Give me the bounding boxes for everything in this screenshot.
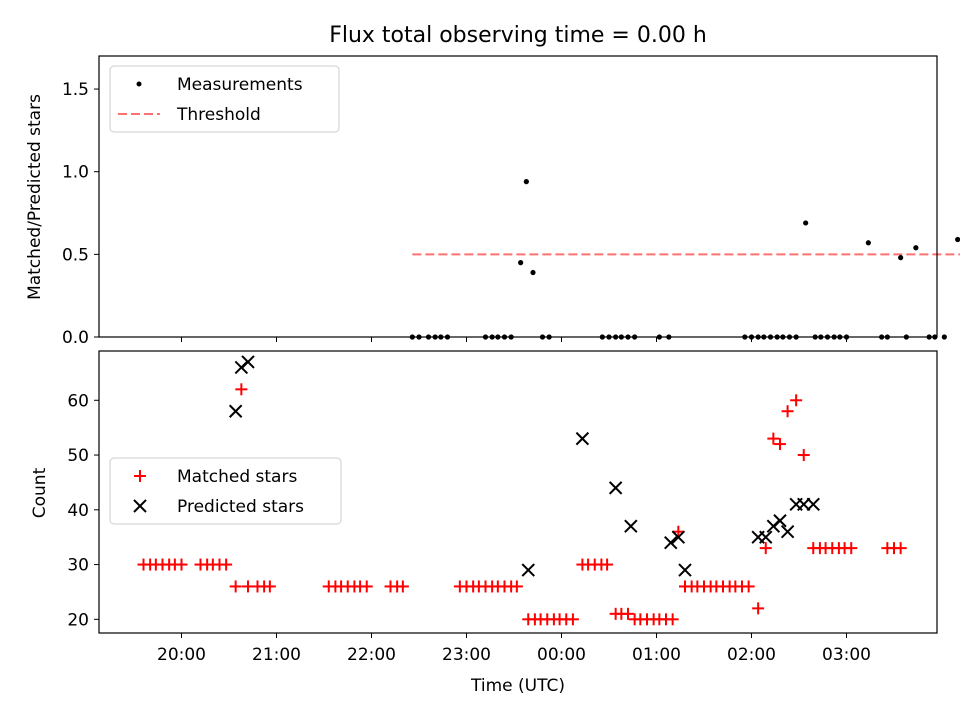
x-tick-label: 23:00 bbox=[442, 645, 491, 665]
bottom-y-axis-label: Count bbox=[30, 467, 50, 518]
matched-star-point bbox=[767, 432, 780, 445]
predicted-star-point bbox=[608, 481, 623, 495]
bottom-y-ticks: 20 30 40 50 60 bbox=[67, 391, 99, 630]
bottom-plot-frame bbox=[98, 350, 938, 634]
matched-star-point bbox=[263, 580, 276, 593]
top-data-marks bbox=[409, 179, 960, 340]
legend-threshold-label: Threshold bbox=[176, 105, 261, 125]
x-axis-label: Time (UTC) bbox=[470, 676, 565, 696]
x-tick-label: 22:00 bbox=[347, 645, 396, 665]
measurement-point bbox=[518, 260, 524, 266]
matched-star-point bbox=[774, 438, 786, 451]
top-y-tick-label: 1.5 bbox=[62, 80, 89, 100]
measurement-point bbox=[865, 240, 871, 246]
bottom-x-ticks: 20:00 21:00 22:00 23:00 00:00 01:00 02:00 03:00 bbox=[157, 633, 871, 665]
measurement-point bbox=[523, 179, 529, 185]
bottom-data-marks bbox=[137, 355, 907, 626]
matched-star-point bbox=[894, 542, 907, 555]
matched-star-point bbox=[396, 580, 409, 593]
top-legend-box bbox=[109, 65, 340, 133]
matched-star-point bbox=[235, 383, 248, 396]
bottom-y-tick-label: 50 bbox=[67, 446, 89, 466]
matched-star-point bbox=[781, 405, 794, 418]
predicted-star-point bbox=[521, 563, 535, 577]
legend-matched-marker bbox=[134, 470, 146, 482]
matched-star-point bbox=[790, 394, 803, 407]
legend-measurements-label: Measurements bbox=[177, 75, 303, 95]
measurement-point bbox=[530, 269, 536, 276]
predicted-star-point bbox=[664, 535, 678, 550]
matched-star-point bbox=[742, 580, 755, 593]
x-tick-label: 21:00 bbox=[252, 645, 301, 665]
top-y-axis-label: Matched/Predicted stars bbox=[25, 94, 45, 300]
matched-star-point bbox=[672, 525, 685, 538]
top-y-tick-label: 0.5 bbox=[62, 245, 89, 265]
matched-star-point bbox=[601, 558, 614, 571]
matched-star-point bbox=[360, 580, 373, 593]
predicted-star-point bbox=[773, 514, 787, 528]
x-tick-label: 20:00 bbox=[157, 645, 206, 665]
predicted-star-point bbox=[806, 497, 820, 512]
matched-star-point bbox=[845, 542, 858, 555]
bottom-y-tick-label: 30 bbox=[67, 556, 89, 576]
bottom-legend: Matched stars Predicted stars bbox=[109, 457, 342, 525]
bottom-y-tick-label: 40 bbox=[67, 501, 89, 521]
predicted-star-point bbox=[228, 404, 243, 418]
measurement-point bbox=[803, 220, 809, 226]
bottom-legend-box bbox=[109, 457, 342, 525]
measurement-point bbox=[955, 236, 960, 243]
matched-star-point bbox=[175, 558, 188, 571]
top-y-tick-label: 1.0 bbox=[62, 163, 89, 183]
x-tick-label: 01:00 bbox=[632, 645, 681, 665]
predicted-star-point bbox=[780, 524, 795, 539]
matched-star-point bbox=[510, 580, 523, 593]
legend-predicted-label: Predicted stars bbox=[177, 497, 304, 517]
top-plot-panel: Flux total observing time = 0.00 h Match… bbox=[25, 23, 960, 348]
measurement-point bbox=[913, 245, 919, 251]
top-legend: Measurements Threshold bbox=[109, 65, 340, 133]
measurement-point bbox=[898, 255, 904, 261]
matched-star-point bbox=[220, 558, 233, 571]
legend-measurements-marker bbox=[136, 81, 142, 87]
predicted-star-point bbox=[759, 530, 773, 544]
bottom-plot-panel: Count Time (UTC) 20 30 40 50 60 20:00 21:00 22… bbox=[30, 350, 938, 696]
matched-star-point bbox=[622, 607, 634, 620]
legend-matched-label: Matched stars bbox=[177, 467, 297, 487]
matched-star-point bbox=[666, 613, 679, 626]
top-plot-frame bbox=[98, 55, 938, 338]
predicted-star-point bbox=[575, 431, 590, 446]
bottom-y-tick-label: 20 bbox=[67, 610, 89, 630]
top-y-ticks: 0.0 0.5 1.0 1.5 bbox=[62, 80, 99, 348]
legend-predicted-marker bbox=[133, 499, 147, 513]
matched-star-point bbox=[229, 580, 242, 593]
predicted-star-point bbox=[241, 355, 255, 369]
measurement-point bbox=[941, 334, 947, 340]
chart-title: Flux total observing time = 0.00 h bbox=[329, 23, 707, 48]
matched-star-point bbox=[752, 602, 765, 615]
predicted-star-point bbox=[671, 530, 686, 544]
bottom-y-tick-label: 60 bbox=[67, 391, 89, 411]
x-tick-label: 00:00 bbox=[537, 645, 586, 665]
predicted-star-point bbox=[624, 519, 638, 533]
x-tick-label: 03:00 bbox=[822, 645, 871, 665]
predicted-star-point bbox=[678, 563, 692, 577]
matched-star-point bbox=[759, 542, 772, 555]
x-tick-label: 02:00 bbox=[727, 645, 776, 665]
top-y-tick-label: 0.0 bbox=[62, 328, 89, 348]
matched-star-point bbox=[797, 449, 810, 462]
matched-star-point bbox=[566, 613, 579, 626]
predicted-star-point bbox=[797, 497, 811, 512]
